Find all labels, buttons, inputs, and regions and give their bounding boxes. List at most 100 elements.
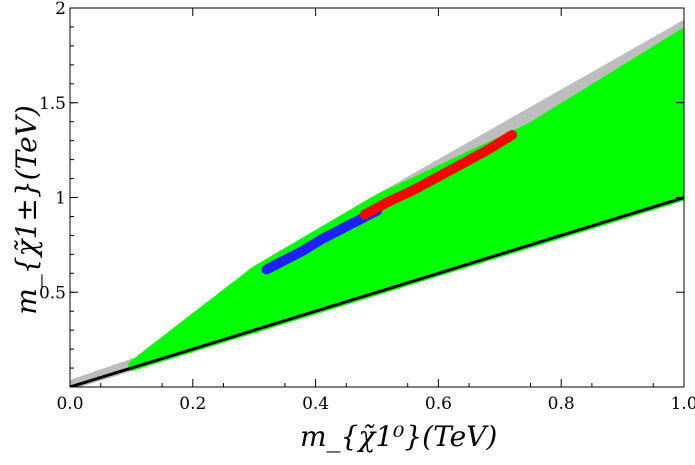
scatter-point-gray xyxy=(514,120,522,128)
scatter-point-green xyxy=(330,291,338,300)
scatter-point-gray xyxy=(554,91,562,99)
scatter-point-green xyxy=(669,54,677,63)
scatter-point-green xyxy=(454,218,462,226)
scatter-point-green xyxy=(539,128,547,136)
scatter-point-green xyxy=(560,226,568,234)
scatter-point-green xyxy=(532,232,540,240)
scatter-point-green xyxy=(592,131,600,139)
scatter-point-green xyxy=(461,223,469,231)
scatter-point-green xyxy=(152,345,160,353)
y-tick-label: 0.5 xyxy=(39,283,66,303)
scatter-point-green xyxy=(172,346,180,354)
scatter-point-green xyxy=(617,103,626,112)
x-tick-label: 0.6 xyxy=(425,394,452,414)
scatter-point-green xyxy=(217,330,225,339)
x-tick-label: 0.4 xyxy=(302,394,329,414)
scatter-point-green xyxy=(331,276,339,284)
scatter-point-green xyxy=(595,188,603,196)
scatter-point-green xyxy=(426,263,434,271)
scatter-point-green xyxy=(621,164,629,172)
scatter-point-green xyxy=(515,161,523,169)
scatter-point-green xyxy=(340,257,349,265)
y-tick-label: 1.5 xyxy=(39,94,66,114)
scatter-point-green xyxy=(355,254,363,262)
scatter-point-green xyxy=(290,271,299,279)
scatter-point-green xyxy=(159,337,167,345)
scatter-point-green xyxy=(495,153,503,161)
scatter-point-green xyxy=(560,183,568,191)
scatter-point-green xyxy=(178,336,186,344)
scatter-point-green xyxy=(593,195,601,203)
scatter-point-green xyxy=(204,307,212,315)
scatter-point-green xyxy=(529,211,537,219)
y-axis-label: m_{χ̃1±}(TeV) xyxy=(10,105,43,315)
scatter-point-green xyxy=(498,221,506,229)
scatter-point-green xyxy=(571,116,579,124)
scatter-point-green xyxy=(653,146,662,154)
scatter-point-gray xyxy=(507,119,515,127)
scatter-point-green xyxy=(415,234,423,242)
scatter-point-green xyxy=(515,167,523,175)
scatter-point-green xyxy=(477,207,485,215)
scatter-point-green xyxy=(622,205,630,214)
scatter-point-green xyxy=(548,189,556,197)
scatter-point-green xyxy=(564,212,572,220)
scatter-point-green xyxy=(486,213,495,221)
scatter-point-green xyxy=(584,139,592,147)
scatter-point-green xyxy=(274,290,282,298)
scatter-point-green xyxy=(616,189,624,197)
scatter-point-green xyxy=(570,185,578,193)
scatter-point-green xyxy=(499,194,507,202)
scatter-point-green xyxy=(624,146,632,154)
scatter-point-green xyxy=(480,201,488,210)
scatter-point-green xyxy=(325,241,333,249)
scatter-point-green xyxy=(646,189,654,197)
scatter-point-green xyxy=(631,70,639,78)
tick-labels: 0.0 0.2 0.4 0.6 0.8 1.0 0.5 1 1.5 2 xyxy=(39,0,695,414)
scatter-point-green xyxy=(388,259,396,267)
scatter-point-green xyxy=(324,280,332,288)
scatter-point-green xyxy=(261,309,269,317)
scatter-point-green xyxy=(232,306,240,314)
scatter-point-green xyxy=(202,337,210,345)
scatter-point-green xyxy=(469,194,478,202)
scatter-point-green xyxy=(647,159,655,167)
scatter-point-green xyxy=(317,275,325,283)
scatter-point-green xyxy=(587,192,595,200)
scatter-point-green xyxy=(262,296,270,304)
scatter-point-green xyxy=(623,195,631,203)
scatter-point-green xyxy=(266,285,274,293)
scatter-point-green xyxy=(510,208,518,216)
scatter-point-green xyxy=(259,318,267,326)
scatter-point-green xyxy=(634,85,642,93)
scatter-point-green xyxy=(393,243,401,251)
scatter-point-green xyxy=(505,235,513,243)
scatter-point-green xyxy=(632,142,641,150)
scatter-point-green xyxy=(473,228,481,236)
scatter-point-green xyxy=(650,93,658,101)
scatter-point-green xyxy=(270,305,278,313)
scatter-point-green xyxy=(658,73,666,82)
scatter-point-green xyxy=(598,148,606,157)
scatter-point-green xyxy=(542,184,550,192)
scatter-point-green xyxy=(533,204,541,212)
scatter-point-green xyxy=(412,252,420,260)
scatter-point-green xyxy=(613,167,621,175)
scatter-point-green xyxy=(325,268,333,276)
scatter-point-green xyxy=(254,284,262,293)
axis-ticks xyxy=(69,7,685,387)
scatter-point-green xyxy=(548,156,556,164)
scatter-point-green xyxy=(663,46,671,55)
scatter-point-green xyxy=(251,276,259,284)
scatter-point-green xyxy=(505,159,513,167)
scatter-point-green xyxy=(501,211,509,219)
scatter-point-green xyxy=(549,196,558,204)
scatter-point-green xyxy=(170,329,178,337)
scatter-point-green xyxy=(300,292,308,301)
scatter-point-green xyxy=(433,261,441,269)
scatter-point-green xyxy=(459,241,467,250)
scatter-point-green xyxy=(423,239,431,247)
scatter-point-green xyxy=(643,73,652,81)
scatter-point-green xyxy=(569,136,577,144)
